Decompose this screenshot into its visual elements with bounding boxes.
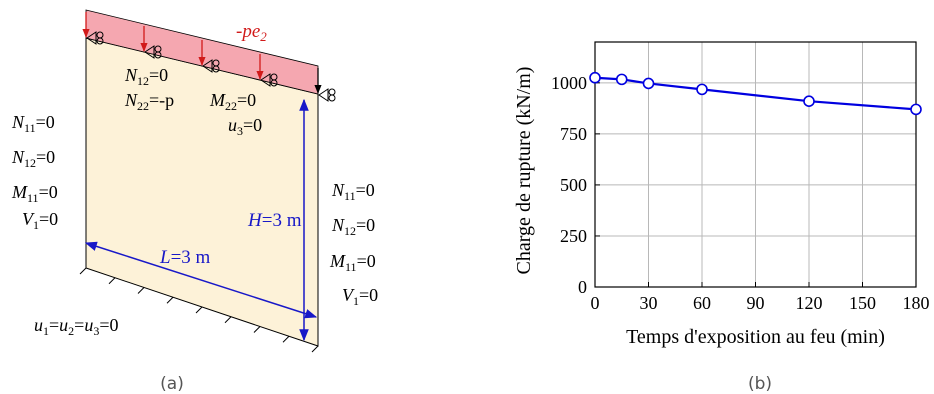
- chart-grid: [594, 42, 917, 288]
- load-label: -pe2: [236, 21, 267, 44]
- data-point: [642, 77, 655, 90]
- data-point: [803, 95, 815, 108]
- x-axis-ticks: 0 30 60 90 120 150 180: [591, 282, 930, 313]
- left-bc-4: V1=0: [22, 209, 58, 232]
- y-tick-label: 500: [560, 175, 587, 195]
- left-bc-3: M11=0: [11, 182, 58, 205]
- data-points: [589, 71, 922, 116]
- bottom-boundary-condition: u1=u2=u3=0: [34, 315, 118, 338]
- y-tick-label: 1000: [551, 73, 587, 93]
- top-bc-3: M22=0: [209, 90, 256, 113]
- pinned-roller-icon: [86, 31, 336, 102]
- caption-a: (a): [160, 374, 184, 394]
- hatch-tick: [195, 306, 203, 314]
- right-bc-3: M11=0: [329, 251, 376, 274]
- top-boundary-conditions: N12=0 N22=-p M22=0 u3=0: [124, 65, 262, 138]
- x-axis-label: Temps d'exposition au feu (min): [626, 326, 885, 348]
- x-tick-label: 0: [591, 293, 600, 313]
- top-bc-2: N22=-p: [124, 90, 174, 113]
- y-tick-label: 750: [560, 124, 587, 144]
- data-point: [615, 73, 628, 86]
- x-tick-label: 60: [693, 293, 711, 313]
- x-tick-label: 90: [747, 293, 765, 313]
- x-tick-label: 120: [796, 293, 823, 313]
- support-symbol: [260, 73, 278, 87]
- support-symbol: [144, 45, 162, 59]
- hatch-tick: [311, 345, 319, 353]
- length-dimension-arrow: [84, 241, 318, 319]
- load-arrows: [82, 12, 322, 94]
- panel-b-chart: 0 30 60 90 120 150 180 0 250 500 750 1000 Temps d'…: [513, 41, 930, 394]
- right-bc-4: V1=0: [342, 285, 378, 308]
- support-symbol: [318, 88, 336, 102]
- data-point: [589, 71, 601, 84]
- left-bc-1: N11=0: [11, 112, 55, 135]
- panel-a: -pe2 N12=0 N22=-p M22=0 u3=0 N11=0 N12=0…: [11, 9, 378, 394]
- top-bc-4: u3=0: [228, 115, 262, 138]
- hatch-tick: [282, 335, 290, 343]
- right-bc-1: N11=0: [331, 180, 375, 203]
- left-boundary-conditions: N11=0 N12=0 M11=0 V1=0: [11, 112, 58, 232]
- hatch-tick: [108, 277, 116, 285]
- support-symbol: [86, 31, 104, 45]
- right-bc-2: N12=0: [331, 215, 375, 238]
- y-tick-label: 250: [560, 226, 587, 246]
- data-point: [910, 103, 922, 116]
- top-bc-1: N12=0: [124, 65, 168, 88]
- right-boundary-conditions: N11=0 N12=0 M11=0 V1=0: [329, 180, 378, 308]
- height-dimension-label: H=3 m: [247, 210, 302, 231]
- y-axis-ticks: 0 250 500 750 1000: [551, 73, 600, 297]
- y-axis-label: Charge de rupture (kN/m): [513, 67, 535, 275]
- hatch-tick: [137, 287, 145, 294]
- hatch-tick: [79, 267, 87, 275]
- caption-b: (b): [748, 374, 772, 394]
- left-bc-2: N12=0: [11, 147, 55, 170]
- hatch-tick: [224, 316, 232, 324]
- data-point: [696, 83, 708, 96]
- hatch-tick: [253, 326, 261, 333]
- y-tick-label: 0: [578, 277, 587, 297]
- hatch-tick: [166, 296, 174, 304]
- length-dimension-label: L=3 m: [159, 247, 211, 268]
- x-tick-label: 30: [640, 293, 658, 313]
- x-tick-label: 150: [849, 293, 876, 313]
- x-tick-label: 180: [903, 293, 930, 313]
- support-symbol: [202, 59, 220, 73]
